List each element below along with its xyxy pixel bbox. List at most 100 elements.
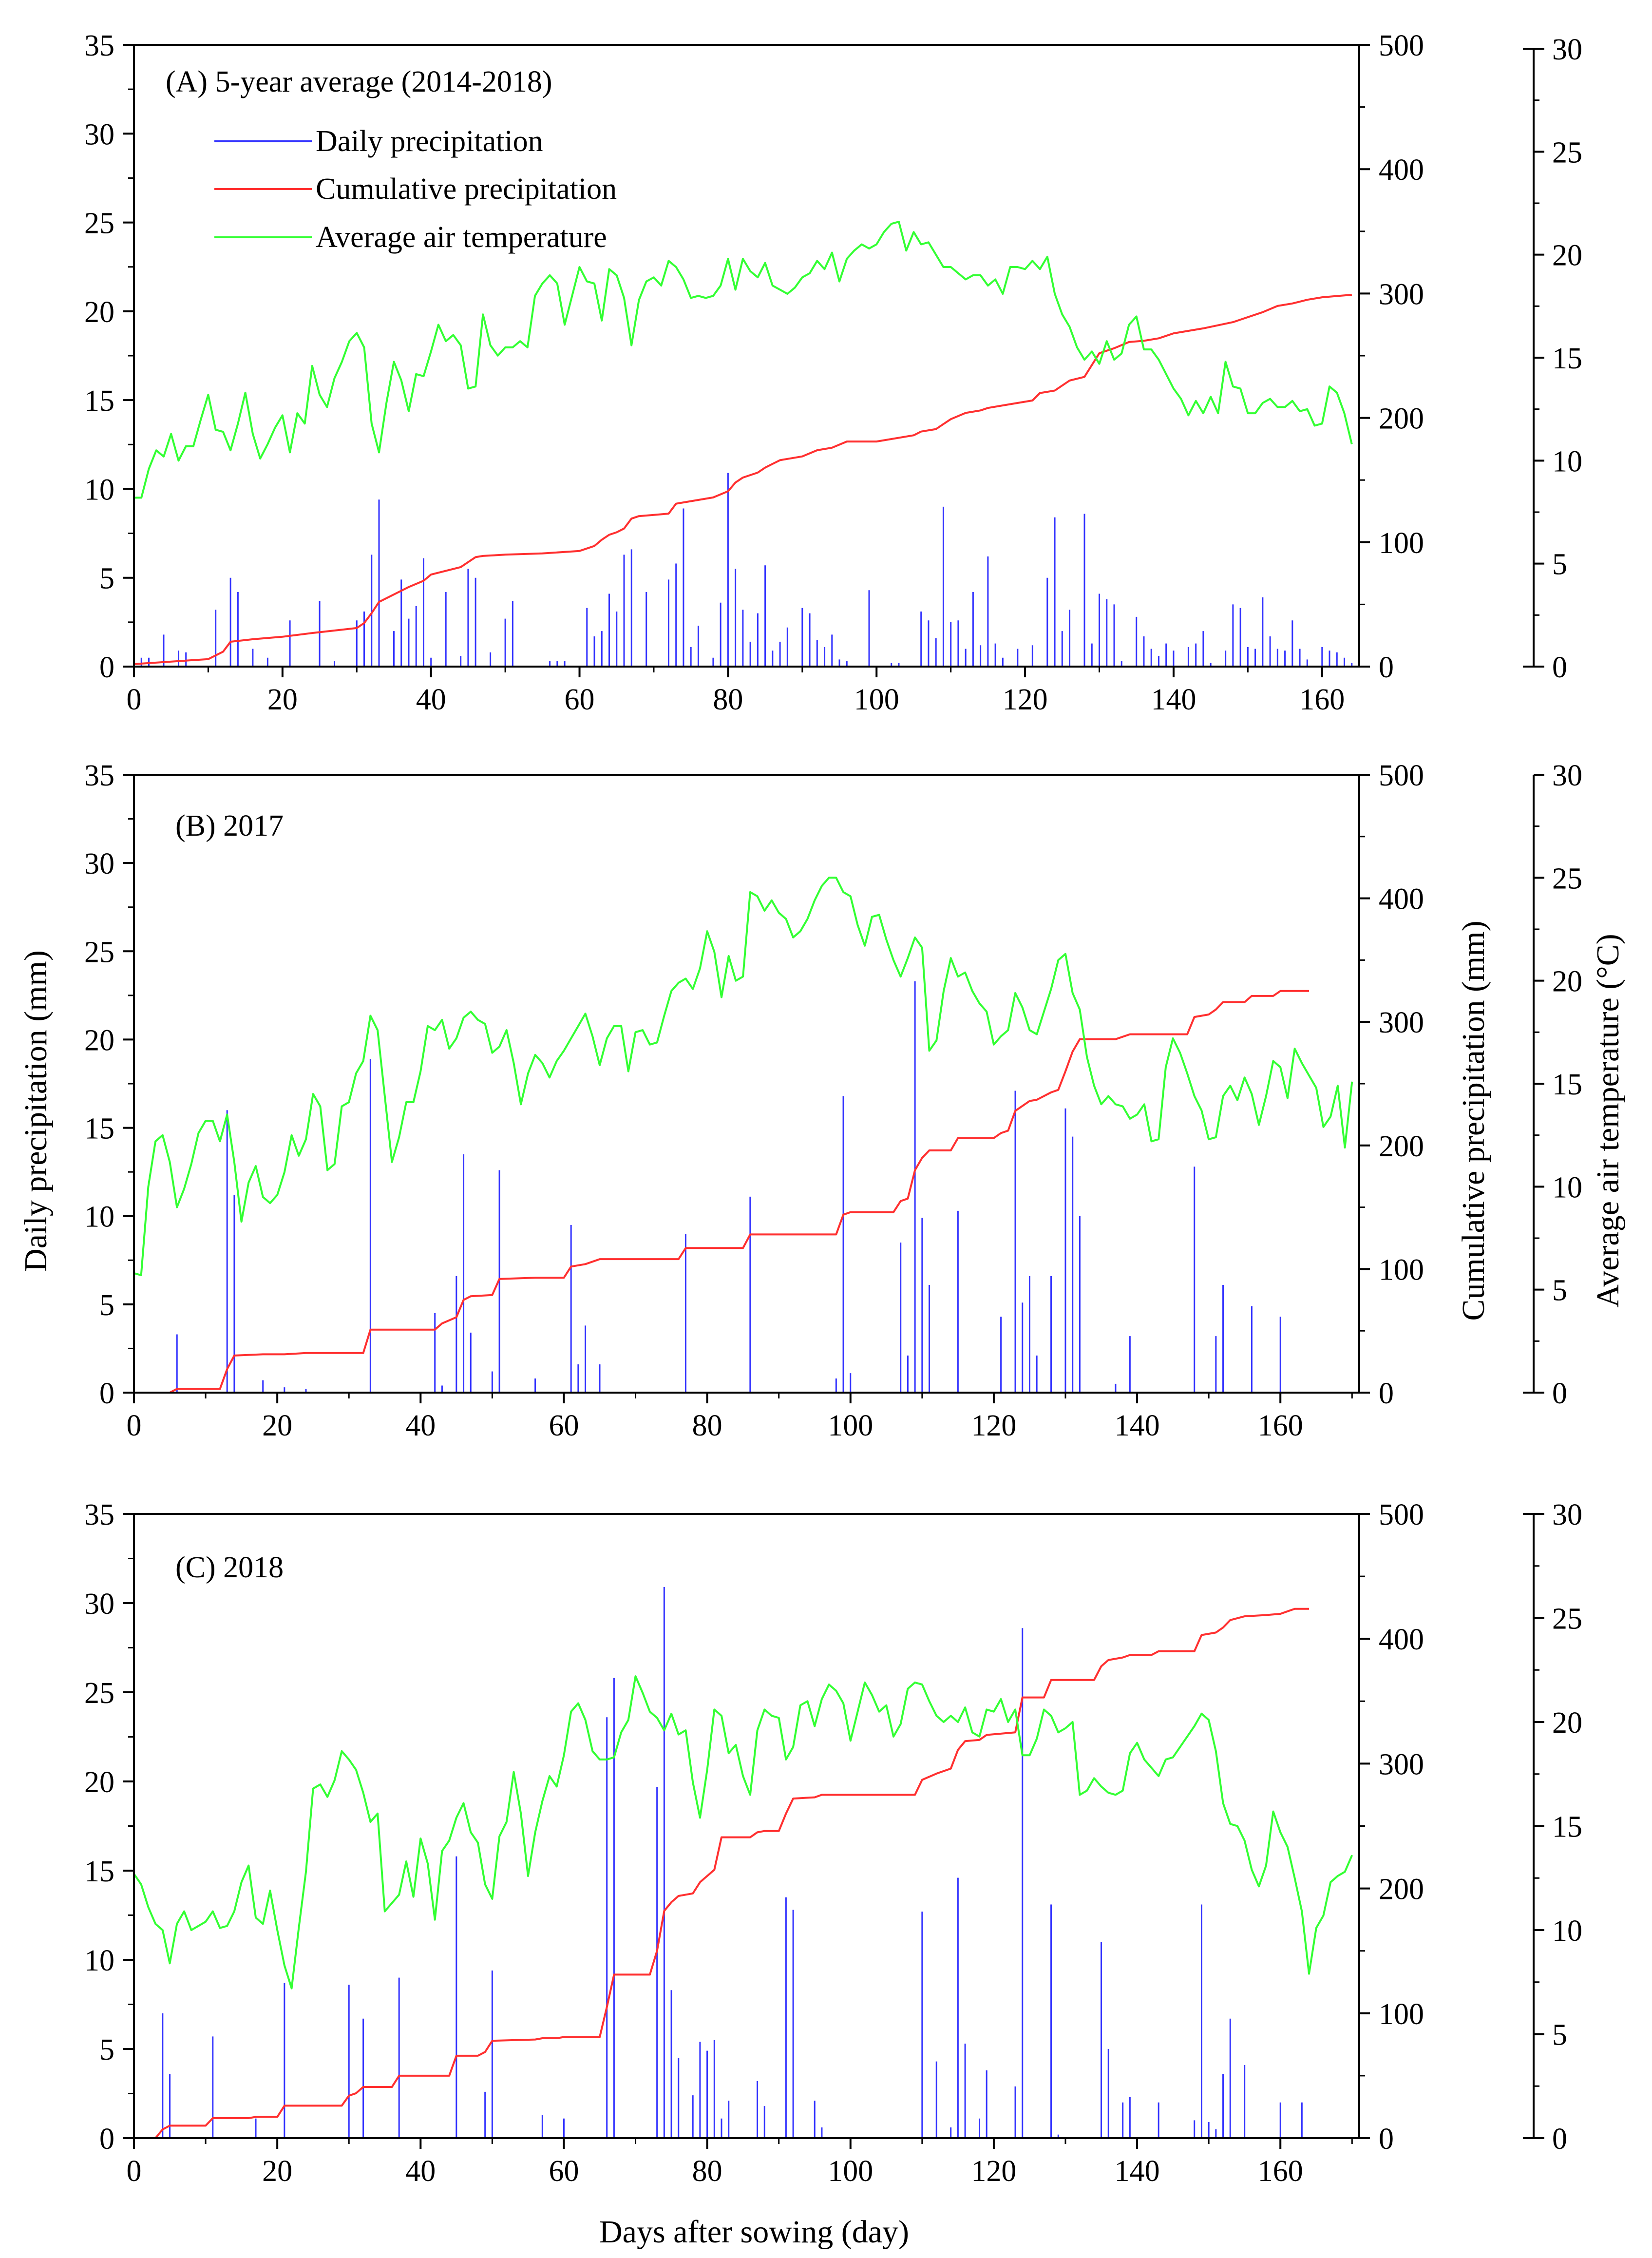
- y-axis-label-far: Average air temperature (°C): [1590, 934, 1626, 1307]
- legend-temperature-label: Average air temperature: [316, 221, 607, 254]
- left-tick-label: 15: [84, 1112, 114, 1146]
- panel-b: (B) 2017 0 20 40 60 80 100 120 140 1600510152025…: [84, 759, 1582, 1442]
- y-axis-label-right: Cumulative precipitation (mm): [1456, 920, 1491, 1320]
- x-tick-label: 60: [549, 1409, 579, 1442]
- temperature-line: [133, 1675, 1353, 1990]
- x-tick-label: 100: [854, 683, 899, 716]
- x-tick-label: 40: [405, 2155, 436, 2188]
- far-tick-label: 0: [1552, 1377, 1567, 1410]
- x-tick-label: 20: [262, 2155, 292, 2188]
- x-tick-label: 80: [692, 2155, 722, 2188]
- left-tick-label: 10: [84, 1944, 114, 1977]
- far-tick-label: 5: [1552, 2019, 1567, 2052]
- far-tick-label: 10: [1552, 1171, 1582, 1204]
- left-tick-label: 35: [84, 759, 114, 792]
- left-tick-label: 20: [84, 1766, 114, 1799]
- x-tick-label: 140: [1151, 683, 1196, 716]
- right-tick-label: 500: [1379, 1498, 1424, 1531]
- left-tick-label: 35: [84, 1498, 114, 1531]
- x-tick-label: 100: [828, 1409, 873, 1442]
- right-tick-label: 500: [1379, 759, 1424, 792]
- left-tick-label: 5: [99, 562, 114, 595]
- left-tick-label: 30: [84, 118, 114, 151]
- x-tick-label: 80: [713, 683, 743, 716]
- right-tick-label: 300: [1379, 1006, 1424, 1039]
- right-tick-label: 300: [1379, 278, 1424, 311]
- cumulative-precip-line: [134, 990, 1309, 1394]
- left-tick-label: 30: [84, 1588, 114, 1621]
- y-axis-label-left: Daily precipitation (mm): [18, 950, 54, 1272]
- right-tick-label: 300: [1379, 1748, 1424, 1781]
- left-tick-label: 5: [99, 1289, 114, 1322]
- left-tick-label: 10: [84, 473, 114, 506]
- x-tick-label: 120: [1003, 683, 1048, 716]
- panel-b-title: (B) 2017: [175, 809, 284, 842]
- temperature-line: [134, 221, 1353, 499]
- x-tick-label: 160: [1258, 2155, 1303, 2188]
- left-tick-label: 25: [84, 207, 114, 240]
- far-tick-label: 30: [1552, 759, 1582, 792]
- x-axis-label: Days after sowing (day): [599, 2214, 909, 2250]
- x-tick-label: 0: [127, 683, 142, 716]
- right-tick-label: 100: [1379, 1998, 1424, 2031]
- temperature-line: [133, 877, 1353, 1277]
- right-tick-label: 0: [1379, 2123, 1394, 2156]
- right-tick-label: 0: [1379, 651, 1394, 684]
- far-tick-label: 10: [1552, 445, 1582, 478]
- x-tick-label: 60: [549, 2155, 579, 2188]
- far-tick-label: 25: [1552, 1603, 1582, 1636]
- far-tick-label: 15: [1552, 1811, 1582, 1844]
- far-tick-label: 10: [1552, 1914, 1582, 1948]
- right-tick-label: 500: [1379, 29, 1424, 62]
- far-tick-label: 20: [1552, 1706, 1582, 1740]
- cumulative-precip-line: [133, 294, 1352, 665]
- right-tick-label: 100: [1379, 1253, 1424, 1286]
- panel-a-title: (A) 5-year average (2014-2018): [166, 65, 552, 98]
- panel-c-title: (C) 2018: [175, 1551, 284, 1584]
- x-tick-label: 160: [1258, 1409, 1303, 1442]
- x-tick-label: 140: [1115, 1409, 1160, 1442]
- right-tick-label: 400: [1379, 153, 1424, 187]
- far-tick-label: 25: [1552, 136, 1582, 169]
- x-tick-label: 20: [267, 683, 298, 716]
- far-tick-label: 20: [1552, 965, 1582, 998]
- left-tick-label: 35: [84, 29, 114, 62]
- far-tick-label: 20: [1552, 239, 1582, 272]
- legend-cumulative-label: Cumulative precipitation: [316, 172, 617, 206]
- panel-a: (A) 5-year average (2014-2018) Daily pre…: [84, 29, 1582, 716]
- x-tick-label: 160: [1299, 683, 1345, 716]
- left-tick-label: 30: [84, 847, 114, 880]
- right-tick-label: 100: [1379, 527, 1424, 560]
- far-tick-label: 30: [1552, 1498, 1582, 1531]
- far-tick-label: 25: [1552, 862, 1582, 895]
- right-tick-label: 0: [1379, 1377, 1394, 1410]
- x-tick-label: 40: [405, 1409, 436, 1442]
- x-tick-label: 0: [127, 1409, 142, 1442]
- far-tick-label: 5: [1552, 548, 1567, 581]
- right-tick-label: 200: [1379, 1873, 1424, 1906]
- left-tick-label: 15: [84, 384, 114, 418]
- x-tick-label: 140: [1115, 2155, 1160, 2188]
- left-tick-label: 0: [99, 2123, 114, 2156]
- panel-c: (C) 2018 0 20 40 60 80 100 120 140 1600510152025…: [84, 1498, 1582, 2188]
- x-tick-label: 80: [692, 1409, 722, 1442]
- left-tick-label: 25: [84, 1677, 114, 1710]
- right-tick-label: 200: [1379, 1130, 1424, 1163]
- far-tick-label: 5: [1552, 1274, 1567, 1307]
- right-tick-label: 400: [1379, 1623, 1424, 1656]
- far-tick-label: 15: [1552, 1068, 1582, 1101]
- left-tick-label: 20: [84, 296, 114, 329]
- legend: Daily precipitation Cumulative precipita…: [214, 125, 617, 254]
- cumulative-precip-line: [134, 1607, 1309, 2139]
- left-tick-label: 25: [84, 936, 114, 969]
- left-tick-label: 15: [84, 1855, 114, 1888]
- x-tick-label: 60: [565, 683, 595, 716]
- far-tick-label: 0: [1552, 2123, 1567, 2156]
- x-tick-label: 0: [127, 2155, 142, 2188]
- left-tick-label: 0: [99, 1377, 114, 1410]
- right-tick-label: 200: [1379, 402, 1424, 436]
- far-tick-label: 30: [1552, 33, 1582, 66]
- left-tick-label: 10: [84, 1201, 114, 1234]
- far-tick-label: 0: [1552, 651, 1567, 684]
- x-tick-label: 120: [971, 1409, 1016, 1442]
